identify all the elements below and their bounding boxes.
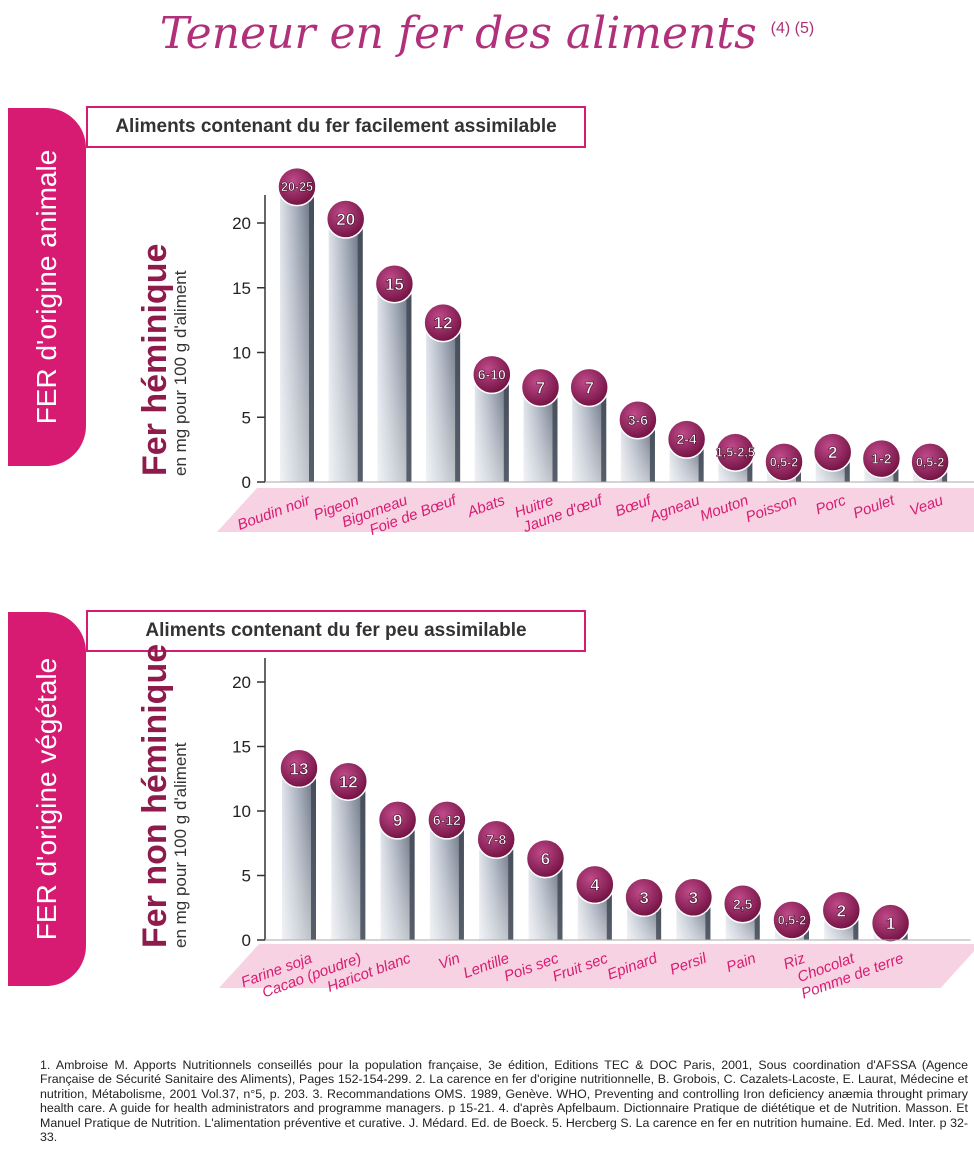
y-tick-label: 5 <box>242 408 251 427</box>
value-label: 0,5-2 <box>778 913 807 927</box>
bar-abats <box>474 378 509 482</box>
value-badge-epinard: 3 <box>624 877 664 918</box>
value-badge-chocolat: 2 <box>821 890 862 930</box>
bar-huitre <box>523 391 558 482</box>
y-tick-label: 10 <box>232 802 251 821</box>
value-badge-cacao-poudre: 12 <box>328 761 369 801</box>
page-title: Teneur en fer des aliments (4) (5) <box>0 8 974 59</box>
bar-pigeon <box>328 223 363 482</box>
bar-haricot-blanc <box>380 823 415 940</box>
value-badge-foie-de-boeuf: 12 <box>423 302 463 343</box>
value-label: 1 <box>886 914 895 933</box>
y-tick-label: 0 <box>242 473 251 492</box>
value-label: 1,5-2,5 <box>716 446 755 460</box>
y-tick-label: 5 <box>242 867 251 886</box>
value-badge-vin: 6-12 <box>427 800 467 840</box>
value-label: 20-25 <box>281 180 313 194</box>
value-badge-poisson: 0,5-2 <box>764 442 804 482</box>
value-label: 12 <box>339 772 358 791</box>
value-label: 4 <box>590 876 600 895</box>
section-title-animal: Aliments contenant du fer facilement ass… <box>86 106 586 148</box>
value-badge-poulet: 1-2 <box>861 438 902 479</box>
title-text: Teneur en fer des aliments <box>159 8 757 59</box>
value-label: 3 <box>689 888 698 907</box>
value-badge-bigorneau: 15 <box>374 264 415 304</box>
references-text: 1. Ambroise M. Apports Nutritionnels con… <box>40 1058 968 1145</box>
value-badge-veau: 0,5-2 <box>910 442 950 482</box>
value-badge-boeuf: 3-6 <box>618 399 658 440</box>
category-label-band <box>217 488 974 532</box>
bar-vin <box>429 823 464 940</box>
value-badge-huitre: 7 <box>520 367 561 408</box>
value-badge-jaune-d-oeuf: 7 <box>569 367 609 408</box>
value-badge-pomme-de-terre: 1 <box>870 903 911 943</box>
title-references: (4) (5) <box>770 20 815 37</box>
bar-farine-soja <box>282 772 316 940</box>
y-tick-label: 15 <box>232 738 251 757</box>
category-label-band <box>219 944 974 988</box>
bar-lentille <box>479 843 514 940</box>
y-tick-label: 15 <box>232 279 251 298</box>
value-label: 3-6 <box>628 412 648 428</box>
category-label-riz: Riz <box>781 950 808 974</box>
value-label: 2 <box>837 901 846 920</box>
value-label: 12 <box>434 314 453 333</box>
value-label: 7-8 <box>486 831 506 847</box>
value-label: 0,5-2 <box>770 455 799 469</box>
bar-foie-de-boeuf <box>426 326 461 482</box>
bar-cacao-poudre <box>331 785 366 940</box>
value-label: 9 <box>393 811 402 830</box>
y-tick-label: 20 <box>232 214 251 233</box>
value-badge-pain: 2,5 <box>722 884 763 924</box>
side-banner-vegetal: FER d'origine végétale <box>8 612 86 986</box>
value-badge-agneau: 2-4 <box>666 419 707 459</box>
value-badge-haricot-blanc: 9 <box>377 800 418 840</box>
section-title-vegetal: Aliments contenant du fer peu assimilabl… <box>86 610 586 652</box>
value-badge-fruit-sec: 4 <box>575 864 615 905</box>
value-label: 0,5-2 <box>916 455 945 469</box>
value-label: 7 <box>536 378 545 397</box>
side-banner-animal: FER d'origine animale <box>8 108 86 466</box>
y-tick-label: 20 <box>232 673 251 692</box>
value-label: 1-2 <box>871 451 891 467</box>
value-label: 2 <box>828 443 837 462</box>
value-label: 7 <box>584 378 593 397</box>
value-badge-boudin-noir: 20-25 <box>277 166 317 207</box>
value-badge-pois-sec: 6 <box>525 838 566 879</box>
value-label: 20 <box>336 210 355 229</box>
value-badge-porc: 2 <box>812 432 853 472</box>
value-badge-persil: 3 <box>673 877 714 918</box>
value-label: 2-4 <box>676 431 696 447</box>
value-label: 2,5 <box>733 896 753 912</box>
y-tick-label: 10 <box>232 344 251 363</box>
value-badge-abats: 6-10 <box>472 354 512 395</box>
value-label: 6 <box>541 850 550 869</box>
bar-bigorneau <box>377 287 412 482</box>
value-label: 15 <box>385 275 404 294</box>
value-label: 6-12 <box>433 812 461 828</box>
value-badge-riz: 0,5-2 <box>772 900 812 940</box>
value-label: 13 <box>290 759 309 778</box>
value-badge-farine-soja: 13 <box>279 748 319 789</box>
y-tick-label: 0 <box>242 931 251 950</box>
value-badge-lentille: 7-8 <box>476 819 516 859</box>
value-badge-mouton: 1,5-2,5 <box>716 432 755 472</box>
value-badge-pigeon: 20 <box>325 199 366 239</box>
bar-boudin-noir <box>280 190 314 482</box>
category-label-vin: Vin <box>436 950 462 973</box>
value-label: 3 <box>639 888 648 907</box>
value-label: 6-10 <box>478 366 506 382</box>
